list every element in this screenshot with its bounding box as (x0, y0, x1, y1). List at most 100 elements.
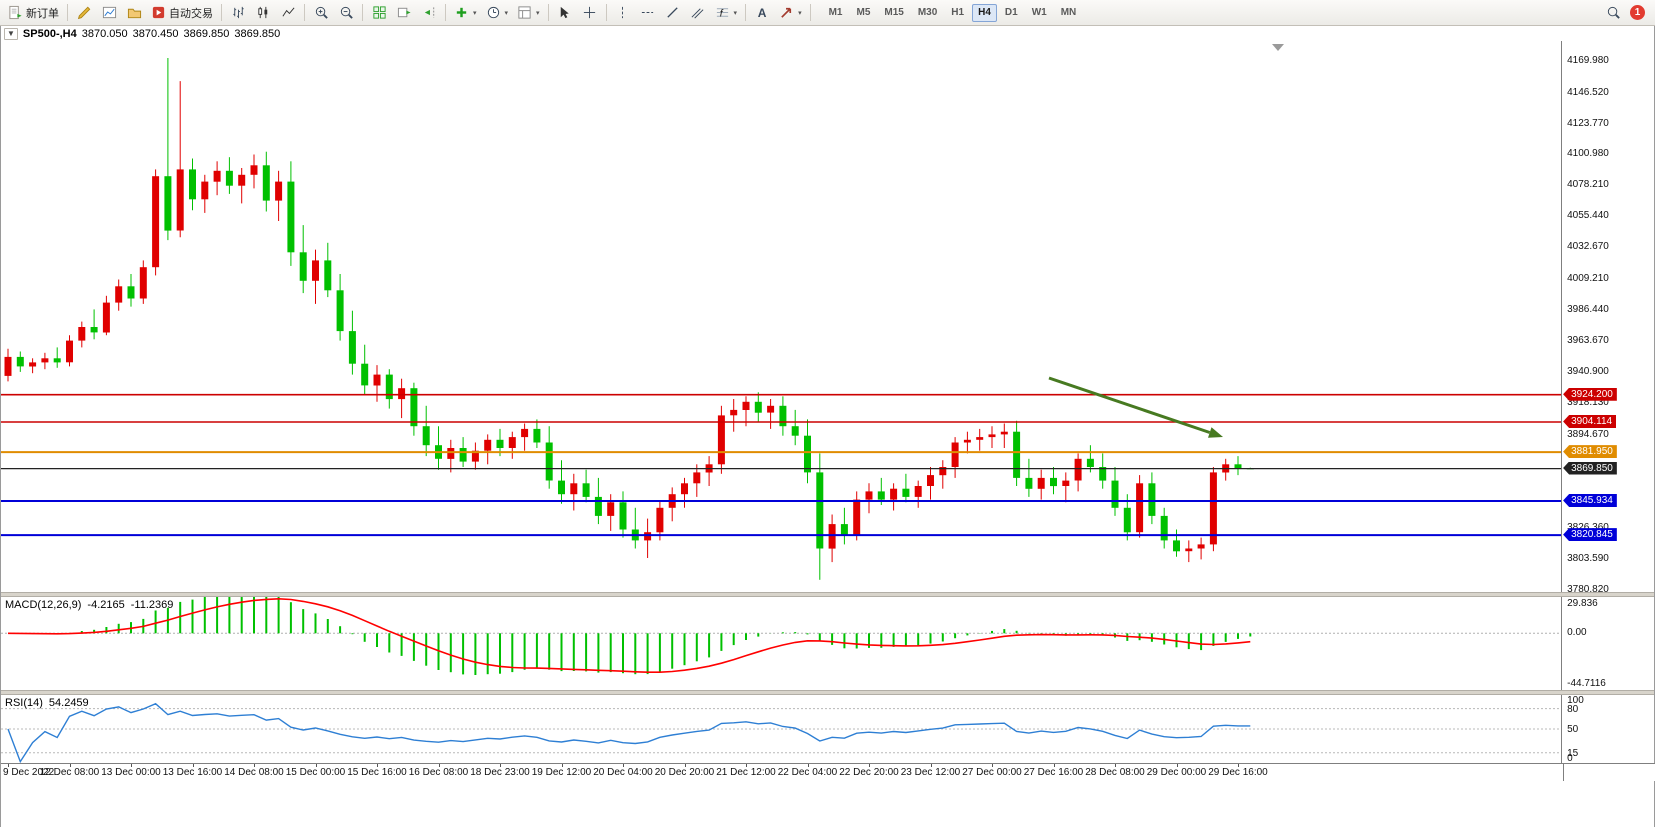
search-button[interactable] (1601, 2, 1625, 24)
metaeditor-button[interactable] (72, 2, 96, 24)
arrows-tool-icon (781, 7, 792, 18)
toolbar-separator (809, 4, 811, 21)
annotation-arrowhead (1208, 427, 1223, 438)
cursor-button[interactable] (553, 2, 577, 24)
zoom-in-button[interactable] (309, 2, 333, 24)
tab-timeframe-m5[interactable]: M5 (856, 7, 871, 18)
macd-pane[interactable]: MACD(12,26,9) -4.2165 -11.2369 (1, 597, 1562, 690)
new-chart-button[interactable] (97, 2, 121, 24)
toolbar-separator (362, 4, 363, 21)
time-tick-label: 27 Dec 00:00 (962, 767, 1022, 778)
fibonacci-icon: f (716, 8, 728, 19)
time-tick-mark (992, 764, 993, 767)
auto-scroll-icon (397, 7, 411, 18)
toolbar-separator (221, 4, 222, 21)
tab-timeframe-h4[interactable]: H4 (972, 3, 997, 22)
chevron-down-icon: ▾ (733, 9, 738, 17)
candlestick-button[interactable] (251, 2, 275, 24)
price-chart-pane[interactable] (1, 41, 1562, 592)
price-tick-label: 3963.670 (1567, 335, 1609, 347)
ohlc-close: 3869.850 (234, 27, 281, 40)
macd-axis[interactable]: 29.836 0.00 -44.7116 (1561, 597, 1654, 690)
time-tick-mark (438, 764, 440, 767)
crosshair-icon (583, 6, 596, 19)
macd-name: MACD(12,26,9) (5, 599, 82, 611)
rsi-tick-label: 100 (1567, 695, 1584, 706)
bar-chart-button[interactable] (226, 2, 250, 24)
pane-splitter[interactable] (1, 592, 1654, 597)
time-tick-label: 19 Dec 12:00 (531, 767, 592, 778)
macd-plot-svg (1, 597, 1562, 675)
price-level-badge: 3924.200 (1563, 387, 1617, 401)
chart-shift-marker[interactable] (1272, 44, 1284, 51)
autotrading-button[interactable]: 自动交易 (147, 2, 217, 24)
vertical-line-button[interactable] (611, 2, 635, 24)
time-tick-label: 29 Dec 16:00 (1208, 767, 1268, 778)
chevron-down-icon: ▾ (504, 9, 509, 17)
notification-badge[interactable]: 1 (1630, 5, 1645, 20)
search-icon (1607, 6, 1620, 19)
chart-shift-button[interactable] (417, 2, 441, 24)
horizontal-line-button[interactable] (636, 2, 660, 24)
trendline-button[interactable] (661, 2, 685, 24)
indicators-button[interactable]: ▾ (450, 2, 481, 24)
toolbar-separator (67, 4, 68, 21)
axis-corner-line (1563, 764, 1564, 781)
pane-splitter[interactable] (1, 690, 1654, 695)
chevron-down-icon: ▾ (798, 9, 802, 17)
trendline-icon (667, 7, 678, 18)
autotrading-icon (152, 6, 165, 19)
tab-timeframe-d1[interactable]: D1 (1004, 7, 1018, 18)
channel-button[interactable] (686, 2, 710, 24)
one-click-trading-toggle[interactable]: ▼ (4, 27, 18, 40)
rsi-tick-label: 50 (1567, 724, 1579, 735)
rsi-pane[interactable]: RSI(14) 54.2459 (1, 695, 1562, 763)
time-tick-mark (1238, 764, 1239, 767)
text-tool-button[interactable]: A (750, 2, 774, 24)
price-tick-label: 3826.360 (1567, 521, 1609, 533)
new-order-button[interactable]: 新订单 (4, 2, 63, 24)
fibonacci-button[interactable]: f ▾ (711, 2, 742, 24)
time-tick-label: 16 Dec 08:00 (408, 767, 469, 778)
tile-windows-button[interactable] (367, 2, 391, 24)
time-tick-label: 12 Dec 08:00 (39, 767, 100, 778)
rsi-plot-svg (1, 702, 1562, 763)
text-tool-icon: A (757, 5, 767, 20)
price-level-badge: 3820.845 (1563, 528, 1617, 542)
zoom-out-icon (340, 6, 353, 19)
horizontal-line-icon (641, 12, 654, 13)
time-tick-mark (8, 764, 9, 767)
time-tick-label: 15 Dec 00:00 (285, 767, 346, 778)
profiles-button[interactable] (122, 2, 146, 24)
time-tick-mark (131, 764, 132, 767)
templates-button[interactable]: ▾ (513, 2, 544, 24)
price-plot-svg (1, 44, 1562, 580)
tab-timeframe-mn[interactable]: MN (1060, 7, 1077, 18)
tab-timeframe-m30[interactable]: M30 (917, 7, 938, 18)
periods-button[interactable]: ▾ (482, 2, 513, 24)
vertical-line-icon (622, 6, 624, 19)
tab-timeframe-m15[interactable]: M15 (884, 7, 904, 18)
chart-title: SP500-,H4 (22, 27, 77, 40)
zoom-out-button[interactable] (334, 2, 358, 24)
annotation-arrow[interactable] (1048, 376, 1211, 434)
price-tick-label: 4009.210 (1567, 273, 1609, 285)
time-axis[interactable]: 9 Dec 2022 12 Dec 08:00 13 Dec 00:00 13 Dec… (1, 763, 1655, 781)
time-tick-mark (684, 764, 686, 767)
tab-timeframe-m1[interactable]: M1 (828, 7, 843, 18)
candles-series (4, 58, 1254, 580)
tile-windows-icon (372, 6, 386, 19)
autotrading-label: 自动交易 (169, 7, 213, 20)
tab-timeframe-h1[interactable]: H1 (951, 7, 965, 18)
templates-icon (518, 6, 531, 19)
rsi-axis[interactable]: 100 80 50 15 0 (1561, 695, 1654, 763)
crosshair-button[interactable] (578, 2, 602, 24)
price-axis[interactable]: 4169.980 4146.520 4123.770 4100.980 4078.210… (1561, 41, 1654, 592)
time-tick-mark (807, 764, 809, 767)
arrows-tool-button[interactable]: ▾ (775, 2, 806, 24)
auto-scroll-button[interactable] (392, 2, 416, 24)
toolbar-separator (605, 4, 607, 21)
tab-timeframe-w1[interactable]: W1 (1031, 7, 1047, 18)
time-tick-label: 22 Dec 04:00 (777, 767, 838, 778)
line-chart-button[interactable] (276, 2, 300, 24)
